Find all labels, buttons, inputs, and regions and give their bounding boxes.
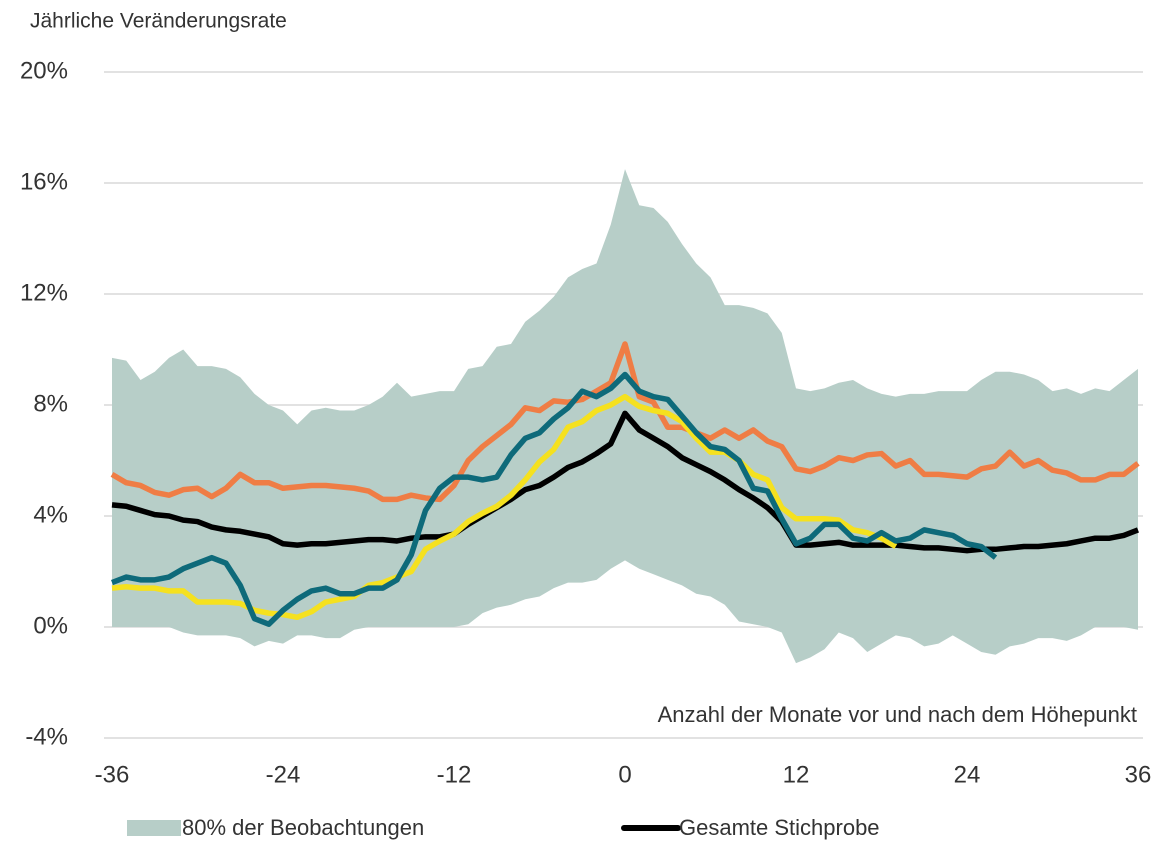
series-line	[110, 341, 1140, 503]
x-tick-label: -24	[266, 761, 301, 788]
y-tick-label: -4%	[25, 723, 68, 750]
plot-area	[110, 169, 1140, 664]
x-tick-label: 12	[783, 761, 810, 788]
y-tick-label: 4%	[33, 501, 68, 528]
y-axis-title: Jährliche Veränderungsrate	[30, 10, 287, 33]
legend-swatch	[127, 820, 181, 836]
series-line	[111, 371, 998, 627]
y-tick-label: 0%	[33, 612, 68, 639]
y-tick-label: 8%	[33, 390, 68, 417]
annotation: Anzahl der Monate vor und nach dem Höhep…	[658, 702, 1137, 727]
legend-label: 80% der Beobachtungen	[182, 815, 424, 840]
series-line	[111, 410, 1139, 554]
series-line	[111, 393, 898, 621]
y-tick-label: 12%	[20, 279, 68, 306]
y-tick-label: 20%	[20, 57, 68, 84]
x-tick-label: 36	[1125, 761, 1152, 788]
legend-label: Gesamte Stichprobe	[679, 815, 880, 840]
legend: 80% der Beobachtungen Gesamte Stichprobe	[127, 815, 880, 840]
x-tick-label: -12	[437, 761, 472, 788]
y-tick-label: 16%	[20, 168, 68, 195]
x-tick-label: 24	[954, 761, 981, 788]
x-tick-label: 0	[618, 761, 631, 788]
x-tick-label: -36	[95, 761, 130, 788]
